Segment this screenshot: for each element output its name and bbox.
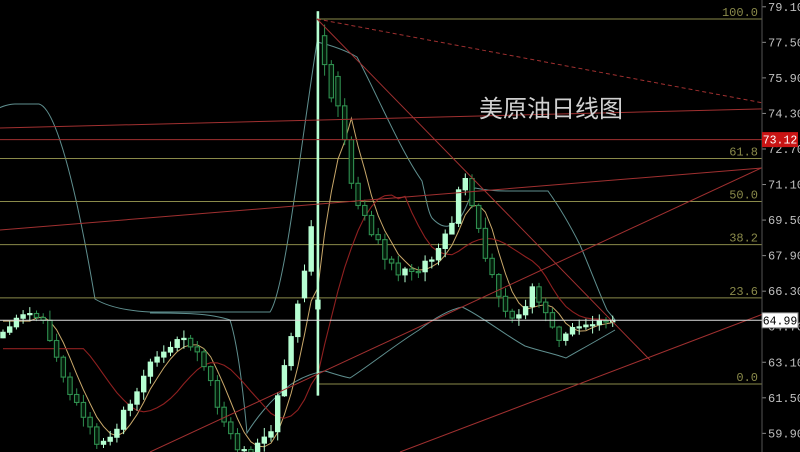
svg-text:71.10: 71.10 [768, 179, 800, 193]
svg-text:美原油日线图: 美原油日线图 [479, 96, 623, 123]
svg-text:64.99: 64.99 [763, 315, 798, 328]
svg-text:0.0: 0.0 [736, 371, 758, 385]
svg-text:38.2: 38.2 [729, 232, 758, 246]
svg-text:79.10: 79.10 [768, 1, 800, 15]
svg-text:50.0: 50.0 [729, 189, 758, 203]
svg-text:69.50: 69.50 [768, 214, 800, 228]
svg-text:66.30: 66.30 [768, 285, 800, 299]
svg-text:23.6: 23.6 [729, 285, 758, 299]
svg-text:74.30: 74.30 [768, 107, 800, 121]
svg-text:63.10: 63.10 [768, 356, 800, 370]
svg-text:77.50: 77.50 [768, 36, 800, 50]
svg-text:61.50: 61.50 [768, 392, 800, 406]
svg-text:100.0: 100.0 [722, 6, 758, 20]
svg-text:75.90: 75.90 [768, 72, 800, 86]
svg-text:61.8: 61.8 [729, 146, 758, 160]
svg-text:67.90: 67.90 [768, 250, 800, 264]
svg-text:73.12: 73.12 [763, 135, 798, 148]
svg-text:59.90: 59.90 [768, 427, 800, 441]
